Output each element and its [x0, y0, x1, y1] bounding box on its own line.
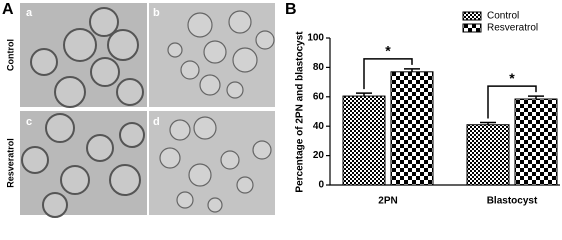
error-bar [480, 121, 496, 125]
y-tick-label: 0 [318, 180, 324, 191]
y-tick-label: 40 [313, 121, 325, 132]
figure: A a b c d Control Resveratrol B P [2, 1, 560, 218]
legend-swatch [462, 11, 482, 21]
bar [390, 71, 434, 186]
micrograph: a [20, 3, 147, 108]
panel-label: B [285, 1, 297, 18]
y-axis-label: Percentage of 2PN and blastocyst [295, 31, 306, 193]
x-tick-label: Blastocyst [487, 196, 538, 207]
image-label: a [26, 7, 33, 19]
error-bar [528, 95, 544, 100]
bar [514, 98, 558, 186]
error-bar [404, 68, 420, 72]
y-tick-label: 60 [313, 91, 325, 102]
significance-star: * [385, 43, 391, 59]
significance-star: * [509, 70, 515, 86]
panel-label: A [2, 1, 14, 18]
y-tick-label: 100 [307, 33, 324, 44]
legend-label: Resveratrol [487, 23, 538, 34]
significance-bracket [363, 58, 413, 90]
y-tick-label: 80 [313, 62, 325, 73]
row-label: Control [5, 39, 15, 71]
micrograph: c [20, 111, 147, 218]
legend-label: Control [487, 11, 519, 22]
bar [466, 124, 510, 186]
image-label: b [153, 7, 160, 19]
row-label: Resveratrol [5, 138, 15, 188]
image-label: d [153, 116, 160, 128]
y-tick-label: 20 [313, 150, 325, 161]
error-bar [356, 92, 372, 97]
micrograph: b [149, 3, 275, 107]
significance-bracket [487, 85, 537, 119]
legend-swatch [462, 23, 482, 33]
bar [342, 95, 386, 186]
x-tick-label: 2PN [378, 196, 397, 207]
micrograph: d [149, 111, 275, 215]
image-label: c [26, 116, 32, 128]
